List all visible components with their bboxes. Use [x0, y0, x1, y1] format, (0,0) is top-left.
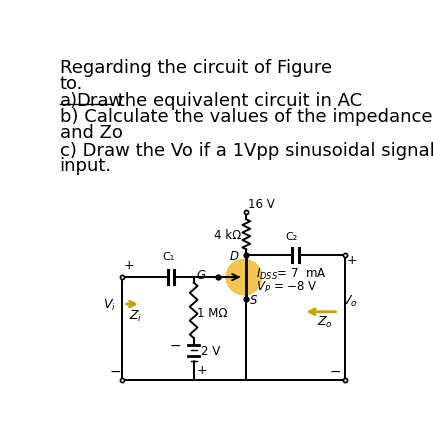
Text: +: + [347, 255, 358, 267]
Text: $V_i$: $V_i$ [103, 298, 116, 313]
Text: to.: to. [60, 75, 83, 93]
Text: $V_P$ = −8 V: $V_P$ = −8 V [256, 280, 318, 295]
Text: −: − [170, 339, 181, 353]
Text: $I_{DSS}$= 7  mA: $I_{DSS}$= 7 mA [256, 267, 327, 282]
Text: a): a) [60, 92, 78, 110]
Text: S: S [250, 294, 258, 308]
Text: Draw: Draw [77, 92, 124, 110]
Text: b) Calculate the values of the impedances Zi: b) Calculate the values of the impedance… [60, 108, 433, 126]
Text: +: + [197, 364, 207, 377]
Text: the equivalent circuit in AC: the equivalent circuit in AC [112, 92, 362, 110]
Text: Regarding the circuit of Figure: Regarding the circuit of Figure [60, 59, 332, 77]
Text: $Z_i$: $Z_i$ [129, 309, 142, 324]
Text: C₂: C₂ [285, 232, 298, 242]
Text: 16 V: 16 V [248, 198, 275, 211]
Text: 2 V: 2 V [200, 344, 220, 358]
Text: D: D [229, 250, 238, 263]
Text: and Zo: and Zo [60, 124, 123, 142]
Text: 4 kΩ: 4 kΩ [214, 229, 241, 242]
Text: −: − [330, 365, 342, 379]
Text: +: + [124, 259, 135, 272]
Text: G: G [196, 269, 205, 282]
Text: input.: input. [60, 157, 112, 175]
Text: c) Draw the Vo if a 1Vpp sinusoidal signal is: c) Draw the Vo if a 1Vpp sinusoidal sign… [60, 141, 433, 160]
Text: C₁: C₁ [163, 252, 175, 263]
Text: −: − [109, 365, 121, 379]
Circle shape [226, 259, 262, 295]
Text: 1 MΩ: 1 MΩ [197, 307, 228, 320]
Text: $Z_o$: $Z_o$ [317, 315, 333, 330]
Text: $V_o$: $V_o$ [343, 294, 358, 309]
